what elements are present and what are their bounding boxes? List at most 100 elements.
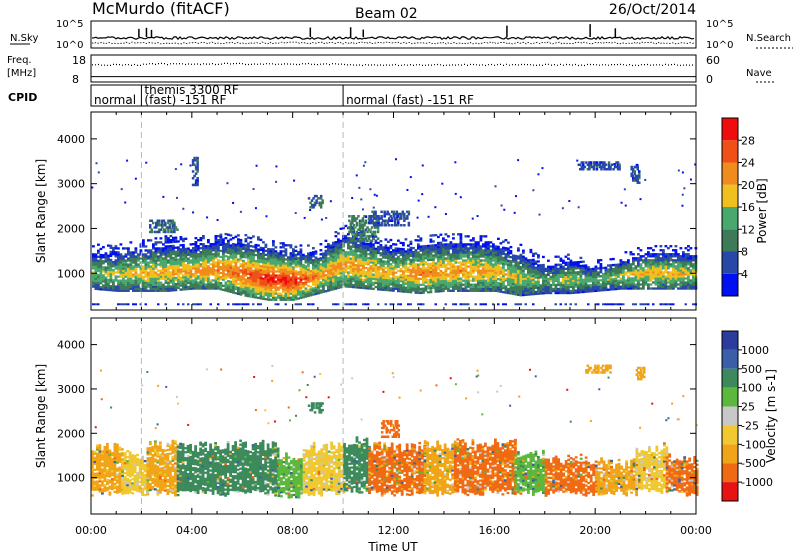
- power-cell-2929: [419, 273, 423, 276]
- power-cell-3979: [537, 288, 540, 291]
- power-cell-1085: [222, 264, 225, 267]
- power-cell-497: [154, 237, 158, 240]
- power-cell-427: [147, 251, 150, 254]
- power-cell-2441: [362, 244, 365, 247]
- power-cell-508: [157, 263, 160, 266]
- power-cell-2241: [342, 237, 345, 240]
- power-cell-1080: [222, 274, 225, 277]
- power-cell-4675: [657, 277, 660, 280]
- power-cell-4135: [564, 291, 568, 295]
- power-cell-3199: [447, 245, 450, 248]
- power-cell-276: [129, 287, 133, 290]
- power-cell-4665: [654, 259, 658, 262]
- power-cell-772: [187, 281, 190, 285]
- power-cell-351: [139, 289, 143, 292]
- power-cell-3543: [484, 261, 488, 264]
- power-cell-1566: [269, 282, 273, 285]
- power-cell-3841: [519, 294, 523, 297]
- power-cell-4560: [639, 273, 643, 276]
- power-cell-2620: [382, 248, 385, 251]
- power-cell-1151: [229, 282, 233, 285]
- power-cell-4896: [687, 275, 690, 278]
- power-cell-2817: [407, 280, 410, 284]
- power-cell-3373: [467, 277, 470, 280]
- power-cell-4316: [594, 277, 598, 280]
- power-cell-3986: [537, 274, 540, 277]
- power-cell-3982: [537, 282, 540, 285]
- power-cell-3981: [537, 284, 540, 287]
- power-cell-3481: [477, 241, 480, 244]
- power-cell-2596: [379, 252, 383, 255]
- power-cell-1054: [217, 238, 220, 242]
- power-cell-3039: [432, 280, 435, 283]
- power-cell-253: [124, 247, 128, 250]
- power-cell-1922: [307, 270, 310, 273]
- power-cell-2991: [427, 285, 430, 288]
- power-cell-4290: [589, 284, 593, 287]
- power-cell-2815: [407, 284, 410, 288]
- power-cell-108: [107, 282, 110, 286]
- power-cell-694: [177, 260, 180, 263]
- power-cell-4549: [637, 263, 640, 266]
- power-cell-92: [104, 282, 108, 285]
- power-cell-4840: [679, 277, 683, 280]
- power-cell-2700: [392, 265, 395, 268]
- power-cell-785: [187, 253, 190, 256]
- power-cell-2643: [384, 303, 387, 306]
- power-cell-3773: [509, 262, 513, 265]
- power-cell-2193: [337, 232, 340, 235]
- power-cell-422: [147, 265, 150, 268]
- power-cell-2928: [419, 277, 423, 280]
- power-cell-678: [174, 240, 178, 243]
- power-cell-3395: [469, 273, 473, 276]
- power-cell-3659: [497, 269, 500, 273]
- power-cell-4530: [634, 273, 638, 276]
- power-cell-3121: [439, 261, 443, 265]
- power-cell-3673: [497, 303, 500, 306]
- power-cell-1580: [269, 252, 273, 255]
- noise-series: [91, 24, 695, 45]
- power-cell-4645: [652, 263, 655, 266]
- power-cell-2106: [329, 264, 333, 267]
- power-cell-2260: [344, 250, 348, 254]
- power-cell-1454: [257, 238, 260, 241]
- power-cell-3382: [467, 253, 470, 256]
- power-cell-52: [97, 251, 100, 254]
- power-cell-959: [207, 255, 210, 258]
- power-cell-2451: [364, 278, 368, 282]
- power-cell-1306: [244, 274, 248, 277]
- power-cell-2907: [417, 273, 420, 276]
- power-cell-4079: [554, 277, 558, 281]
- power-cell-2061: [324, 263, 328, 267]
- power-cell-4105: [559, 287, 563, 291]
- power-cell-3444: [474, 263, 478, 266]
- power-cell-2202: [339, 271, 343, 275]
- power-cell-144: [112, 287, 115, 290]
- power-cell-1479: [259, 248, 263, 252]
- power-cell-3632: [494, 281, 498, 284]
- power-cell-1134: [227, 261, 230, 265]
- power-cell-1613: [274, 292, 278, 295]
- power-cell-3331: [462, 267, 465, 270]
- power-cell-1882: [302, 277, 305, 281]
- power-cell-4454: [622, 285, 625, 288]
- power-cell-4485: [627, 277, 630, 280]
- power-cell-1774: [289, 256, 293, 259]
- power-cell-3927: [529, 281, 533, 284]
- power-cell-1885: [302, 271, 305, 275]
- power-cell-979: [209, 255, 213, 258]
- power-cell-1867: [299, 258, 303, 261]
- power-cell-812: [192, 281, 195, 284]
- power-cell-3142: [442, 271, 445, 274]
- power-cell-2949: [422, 281, 425, 284]
- power-cell-2453: [364, 274, 368, 278]
- power-cell-3741: [507, 279, 510, 283]
- power-cell-2483: [367, 257, 370, 260]
- power-cell-3269: [454, 247, 458, 250]
- power-cell-2678: [389, 263, 393, 266]
- power-cell-4126: [562, 277, 565, 281]
- power-cell-2770: [402, 288, 405, 291]
- power-cell-2847: [409, 260, 413, 264]
- power-cell-2500: [369, 269, 373, 272]
- power-cell-15: [92, 253, 95, 256]
